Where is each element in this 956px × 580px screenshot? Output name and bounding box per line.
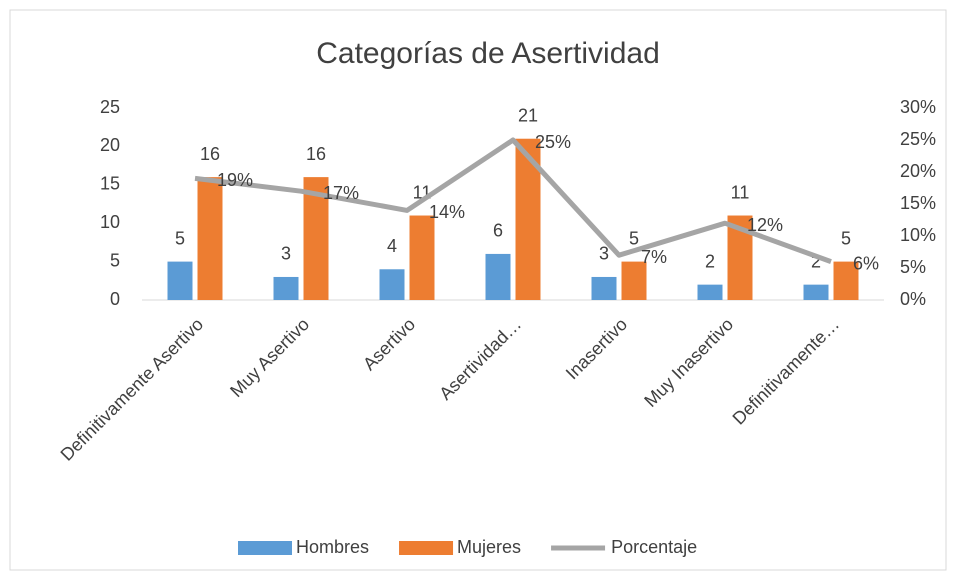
legend-label: Porcentaje — [611, 537, 697, 557]
bar — [591, 276, 617, 300]
line-value-label: 25% — [535, 132, 571, 152]
y-tick-label: 25 — [100, 97, 120, 117]
legend-swatch — [238, 541, 292, 555]
line-value-label: 17% — [323, 183, 359, 203]
y2-tick-label: 5% — [900, 257, 926, 277]
y2-tick-label: 15% — [900, 193, 936, 213]
bar — [273, 276, 299, 300]
bar — [167, 261, 193, 300]
y-tick-label: 20 — [100, 135, 120, 155]
chart-frame — [9, 9, 947, 571]
bar-value-label: 3 — [599, 244, 609, 264]
line-value-label: 7% — [641, 247, 667, 267]
bar-value-label: 16 — [306, 144, 326, 164]
y-tick-label: 15 — [100, 174, 120, 194]
y-tick-label: 10 — [100, 212, 120, 232]
line-value-label: 6% — [853, 253, 879, 273]
line-value-label: 14% — [429, 202, 465, 222]
bar — [621, 261, 647, 300]
bar — [697, 284, 723, 300]
legend-swatch — [399, 541, 454, 555]
bar — [409, 215, 435, 300]
y2-tick-label: 25% — [900, 129, 936, 149]
bar — [803, 284, 829, 300]
bar-value-label: 5 — [175, 228, 185, 248]
bar-value-label: 4 — [387, 236, 397, 256]
bar-value-label: 16 — [200, 144, 220, 164]
bar — [379, 269, 405, 300]
bar-value-label: 5 — [629, 228, 639, 248]
bar-value-label: 21 — [518, 105, 538, 125]
line-value-label: 12% — [747, 215, 783, 235]
bar — [485, 253, 511, 300]
bar-value-label: 6 — [493, 221, 503, 241]
y-tick-label: 0 — [110, 289, 120, 309]
bar-value-label: 5 — [841, 228, 851, 248]
bar-value-label: 11 — [731, 182, 750, 202]
bar — [833, 261, 859, 300]
bar-value-label: 2 — [705, 251, 715, 271]
line — [194, 137, 832, 264]
y2-tick-label: 20% — [900, 161, 936, 181]
chart-title: Categorías de Asertividad — [316, 37, 660, 70]
line-value-label: 19% — [217, 170, 253, 190]
y2-tick-label: 0% — [900, 289, 926, 309]
y2-tick-label: 30% — [900, 97, 936, 117]
y2-tick-label: 10% — [900, 225, 936, 245]
bar-value-label: 3 — [281, 244, 291, 264]
legend-label: Mujeres — [457, 537, 521, 557]
y-tick-label: 5 — [110, 250, 120, 270]
bar-value-label: 2 — [811, 251, 821, 271]
bar — [197, 177, 223, 300]
legend-label: Hombres — [296, 537, 369, 557]
